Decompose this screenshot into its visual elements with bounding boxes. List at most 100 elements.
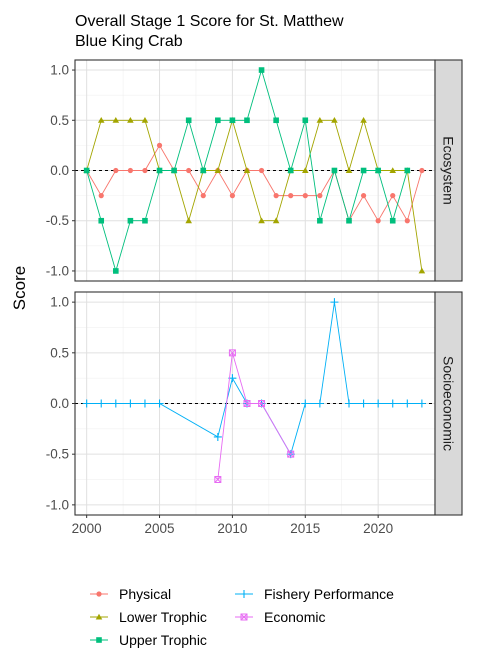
data-point-lower-trophic (272, 217, 280, 224)
data-point-lower-trophic (418, 267, 426, 274)
y-tick-label: 0.5 (50, 345, 69, 360)
strip-background (434, 59, 463, 282)
strip-socioeconomic: Socioeconomic (434, 291, 463, 516)
legend-key-marker (96, 637, 102, 643)
legend-key-marker (95, 613, 103, 620)
strip-label: Socioeconomic (441, 356, 457, 451)
series-line-lower-trophic (86, 118, 423, 272)
y-tick-label: 1.0 (50, 63, 69, 78)
data-point-upper-trophic (404, 167, 411, 174)
data-point-physical (317, 193, 323, 199)
data-point-upper-trophic (185, 117, 192, 124)
legend-label: Economic (264, 609, 325, 625)
data-point-lower-trophic (112, 116, 120, 123)
data-point-fishery-performance (97, 399, 106, 408)
data-point-fishery-performance (213, 432, 222, 441)
data-point-lower-trophic (331, 116, 338, 123)
data-point-upper-trophic (98, 217, 105, 224)
data-point-physical (200, 193, 206, 199)
data-point-upper-trophic (273, 117, 279, 124)
data-point-upper-trophic (156, 167, 163, 174)
panel-socioeconomic: -1.0 -0.5 0.0 0.5 1.0 Socioeconomic (46, 291, 463, 516)
data-point-fishery-performance (82, 399, 91, 408)
data-point-upper-trophic (389, 217, 396, 224)
data-point-lower-trophic (141, 116, 149, 123)
data-point-upper-trophic (200, 167, 207, 174)
data-point-physical (273, 193, 279, 199)
data-point-physical (127, 167, 133, 174)
data-point-economic (228, 349, 236, 357)
x-axis: 2000 2005 2010 2015 2020 (72, 515, 393, 536)
data-point-lower-trophic (214, 167, 222, 173)
y-tick-label: 0.0 (50, 396, 69, 411)
data-point-fishery-performance (345, 399, 354, 408)
x-tick-label: 2010 (217, 521, 247, 536)
legend-item-fishery-performance: Fishery Performance (235, 586, 394, 602)
data-point-physical (419, 167, 425, 174)
data-point-upper-trophic (258, 67, 265, 73)
legend-item-physical: Physical (90, 586, 171, 602)
strip-background (434, 291, 463, 516)
data-point-lower-trophic (97, 116, 105, 123)
data-point-lower-trophic (301, 167, 309, 173)
x-tick-label: 2015 (290, 521, 320, 536)
data-point-lower-trophic (389, 167, 397, 173)
data-point-physical (186, 167, 192, 174)
legend-key-marker (96, 591, 102, 597)
y-tick-label: -1.0 (46, 497, 69, 512)
chart-title-line-2: Blue King Crab (75, 33, 183, 50)
y-tick-label: 0.5 (50, 113, 69, 128)
data-point-physical (404, 218, 410, 224)
data-point-upper-trophic (302, 117, 309, 124)
data-point-physical (142, 167, 148, 174)
data-point-fishery-performance (388, 399, 397, 408)
data-point-physical (98, 193, 104, 199)
data-point-upper-trophic (127, 217, 134, 224)
panels: -1.0 -0.5 0.0 0.5 1.0 Ecosystem -1.0 -0.5 0.0 0.5… (46, 59, 463, 516)
data-point-upper-trophic (215, 117, 221, 124)
data-point-fishery-performance (330, 298, 339, 307)
legend-item-economic: Economic (235, 609, 325, 625)
x-tick-label: 2020 (363, 521, 393, 536)
strip-ecosystem: Ecosystem (434, 59, 463, 282)
data-point-economic (258, 400, 266, 407)
data-point-fishery-performance (126, 399, 135, 408)
data-point-lower-trophic (185, 217, 192, 224)
data-point-lower-trophic (243, 167, 251, 173)
y-tick-label: -0.5 (46, 447, 69, 462)
legend-key-marker (240, 590, 248, 598)
data-point-fishery-performance (315, 399, 324, 408)
data-point-upper-trophic (331, 167, 338, 174)
series-economic (214, 349, 295, 484)
y-tick-label: -1.0 (46, 263, 69, 278)
data-point-physical (360, 193, 367, 199)
data-point-fishery-performance (301, 399, 310, 408)
data-point-physical (375, 218, 381, 224)
data-point-fishery-performance (111, 399, 120, 408)
data-point-physical (113, 167, 119, 174)
legend: Physical Lower Trophic Upper Trophic Fisher… (90, 586, 394, 648)
legend-item-upper-trophic: Upper Trophic (90, 632, 207, 648)
data-point-fishery-performance (155, 399, 164, 408)
y-tick-label: 1.0 (50, 295, 69, 310)
data-point-fishery-performance (140, 399, 149, 408)
strip-label: Ecosystem (441, 136, 457, 204)
data-point-lower-trophic (127, 116, 134, 123)
panel-ecosystem: -1.0 -0.5 0.0 0.5 1.0 Ecosystem (46, 59, 463, 282)
x-tick-label: 2005 (145, 521, 175, 536)
data-point-physical (229, 193, 236, 199)
legend-label: Fishery Performance (264, 586, 394, 602)
x-tick-label: 2000 (72, 521, 102, 536)
data-point-fishery-performance (417, 399, 426, 408)
data-point-economic (243, 400, 251, 407)
data-point-upper-trophic (113, 268, 119, 274)
data-point-physical (390, 193, 396, 199)
data-point-economic (214, 476, 222, 484)
data-point-lower-trophic (360, 116, 367, 123)
data-point-economic (287, 450, 295, 458)
data-point-upper-trophic (142, 217, 148, 224)
data-point-lower-trophic (258, 217, 265, 224)
data-point-lower-trophic (316, 116, 324, 123)
legend-key-marker (240, 613, 248, 621)
